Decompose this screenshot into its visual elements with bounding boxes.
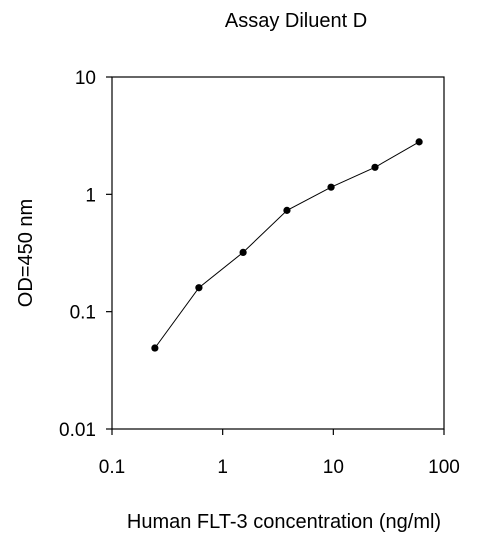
x-tick-label: 10 <box>323 457 344 478</box>
data-point <box>195 284 203 292</box>
y-axis-ticks: 0.01 0.1 1 10 <box>59 68 112 441</box>
series-line <box>154 141 420 349</box>
series-layer <box>151 138 423 352</box>
chart-title: Assay Diluent D <box>225 10 367 32</box>
x-tick-label: 100 <box>428 457 460 478</box>
x-axis-label: Human FLT-3 concentration (ng/ml) <box>127 511 441 533</box>
data-point <box>327 183 335 191</box>
y-tick-label: 10 <box>75 68 96 89</box>
data-point <box>283 206 291 214</box>
plot-area-frame <box>111 76 445 430</box>
data-point <box>151 344 159 352</box>
x-tick-label: 1 <box>217 457 228 478</box>
data-point <box>371 163 379 171</box>
x-axis-ticks: 0.1 1 10 100 <box>99 429 460 478</box>
y-axis-label: OD=450 nm <box>15 199 37 307</box>
y-tick-label: 1 <box>85 185 96 206</box>
y-tick-label: 0.01 <box>59 420 96 441</box>
data-point <box>415 138 423 146</box>
y-tick-label: 0.1 <box>70 303 96 324</box>
x-tick-label: 0.1 <box>99 457 125 478</box>
data-point <box>239 248 247 256</box>
